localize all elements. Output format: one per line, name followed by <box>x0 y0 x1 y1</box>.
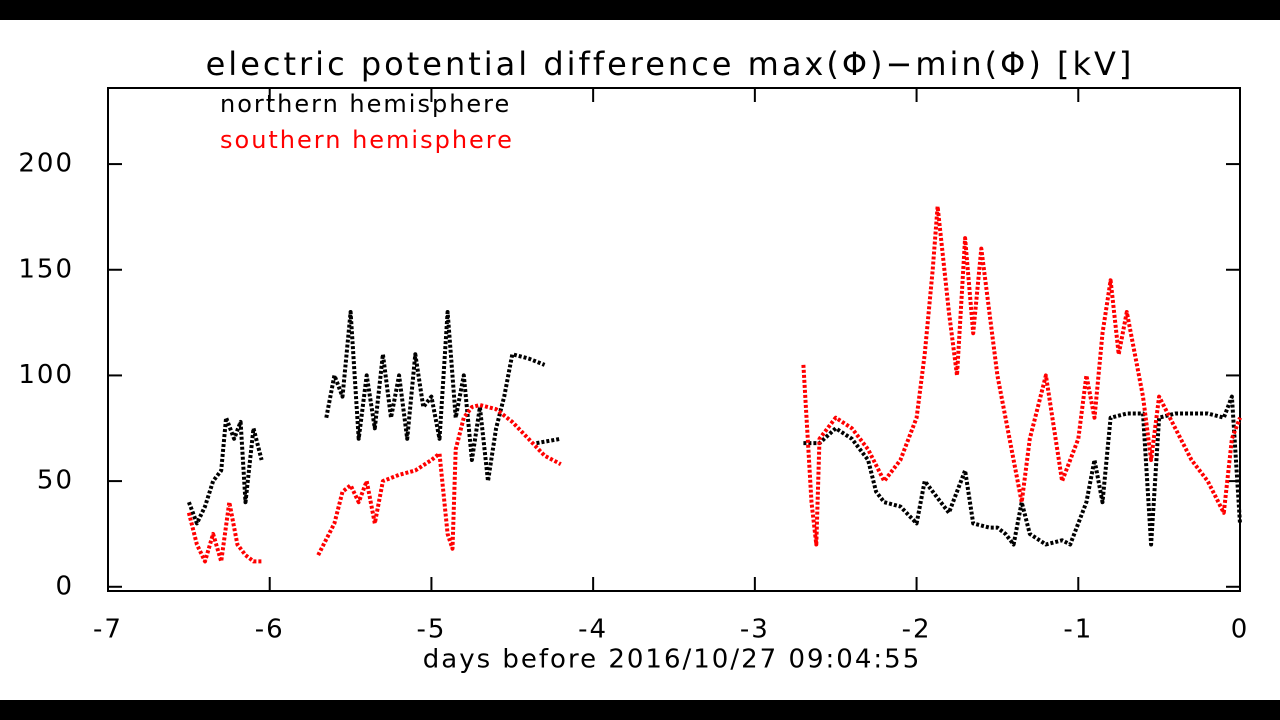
data-line <box>316 403 562 557</box>
x-tick-label: -3 <box>740 615 770 645</box>
x-tick-label: -4 <box>578 615 608 645</box>
y-tick-label: 200 <box>18 149 74 179</box>
x-tick-label: -6 <box>255 615 285 645</box>
data-line <box>801 204 1242 547</box>
x-tick-label: -5 <box>416 615 446 645</box>
y-tick-label: 0 <box>55 571 74 601</box>
chart-title: electric potential difference max(Φ)−min… <box>206 45 1135 83</box>
plot-frame <box>107 87 1241 592</box>
y-tick-label: 100 <box>18 360 74 390</box>
x-tick-label: -7 <box>93 615 123 645</box>
data-line <box>186 500 262 564</box>
data-line <box>536 436 562 446</box>
x-tick-label: 0 <box>1231 615 1250 645</box>
legend-entry: northern hemisphere <box>220 90 511 118</box>
x-tick-label: -2 <box>902 615 932 645</box>
data-line <box>187 415 264 526</box>
y-tick-label: 50 <box>37 466 74 496</box>
legend-entry: southern hemisphere <box>220 126 514 154</box>
background <box>0 20 1280 700</box>
x-axis-label: days before 2016/10/27 09:04:55 <box>423 645 921 675</box>
x-tick-label: -1 <box>1063 615 1093 645</box>
data-line <box>324 310 546 484</box>
y-tick-label: 150 <box>18 254 74 284</box>
